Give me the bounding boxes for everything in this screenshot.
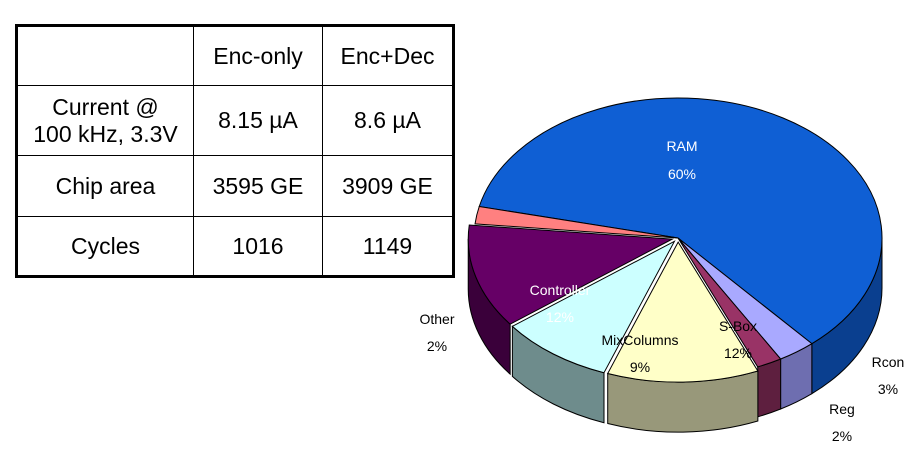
table-row-cycles: Cycles 1016 1149 — [16, 216, 454, 277]
pie-slice-reg — [677, 237, 782, 368]
pie-value-s-box: 12% — [724, 345, 752, 361]
row-label-current: Current @ 100 kHz, 3.3V — [16, 85, 194, 156]
pie-value-rcon: 3% — [878, 381, 898, 397]
pie-value-other: 2% — [427, 338, 447, 354]
pie-label-reg: Reg — [829, 401, 855, 417]
pie-value-mixcolumns: 9% — [630, 359, 650, 375]
pie-slice-controller — [467, 224, 675, 325]
pie-slice-mixcolumns — [511, 240, 676, 374]
pie-side-layer — [467, 237, 883, 433]
pie-side-reg — [757, 358, 782, 418]
pie-value-reg: 2% — [832, 428, 852, 444]
cell-area-enc-dec: 3909 GE — [322, 155, 454, 217]
pie-label-rcon: Rcon — [872, 354, 905, 370]
row-label-cycles: Cycles — [16, 216, 194, 277]
cell-current-enc-only: 8.15 µA — [193, 85, 323, 156]
table-row-chip-area: Chip area 3595 GE 3909 GE — [16, 155, 454, 217]
cell-area-enc-only: 3595 GE — [193, 155, 323, 217]
row-label-chip-area: Chip area — [16, 155, 194, 217]
pie-label-s-box: S-Box — [719, 318, 757, 334]
pie-label-mixcolumns: MixColumns — [601, 332, 678, 348]
row-label-current-line1: Current @ — [52, 94, 159, 121]
pie-label-other: Other — [419, 311, 454, 327]
cell-cycles-enc-dec: 1149 — [322, 216, 454, 277]
pie-label-ram: RAM — [666, 138, 697, 154]
spec-table: Enc-only Enc+Dec Current @ 100 kHz, 3.3V… — [15, 24, 455, 278]
pie-top-layer — [467, 97, 883, 383]
pie-label-layer: RAM 60% Rcon 3% Reg 2% S-Box 12% MixColumns 9% Con… — [419, 138, 904, 444]
pie-value-ram: 60% — [668, 166, 696, 182]
row-label-current-line2: 100 kHz, 3.3V — [33, 120, 178, 147]
pie-label-controller: Controller — [530, 282, 591, 298]
table-header-enc-only: Enc-only — [193, 25, 323, 86]
pie-slice-ram — [478, 97, 883, 345]
pie-slice-s-box — [606, 241, 759, 383]
pie-slice-other — [474, 205, 679, 239]
pie-value-controller: 12% — [546, 309, 574, 325]
cell-cycles-enc-only: 1016 — [193, 216, 323, 277]
